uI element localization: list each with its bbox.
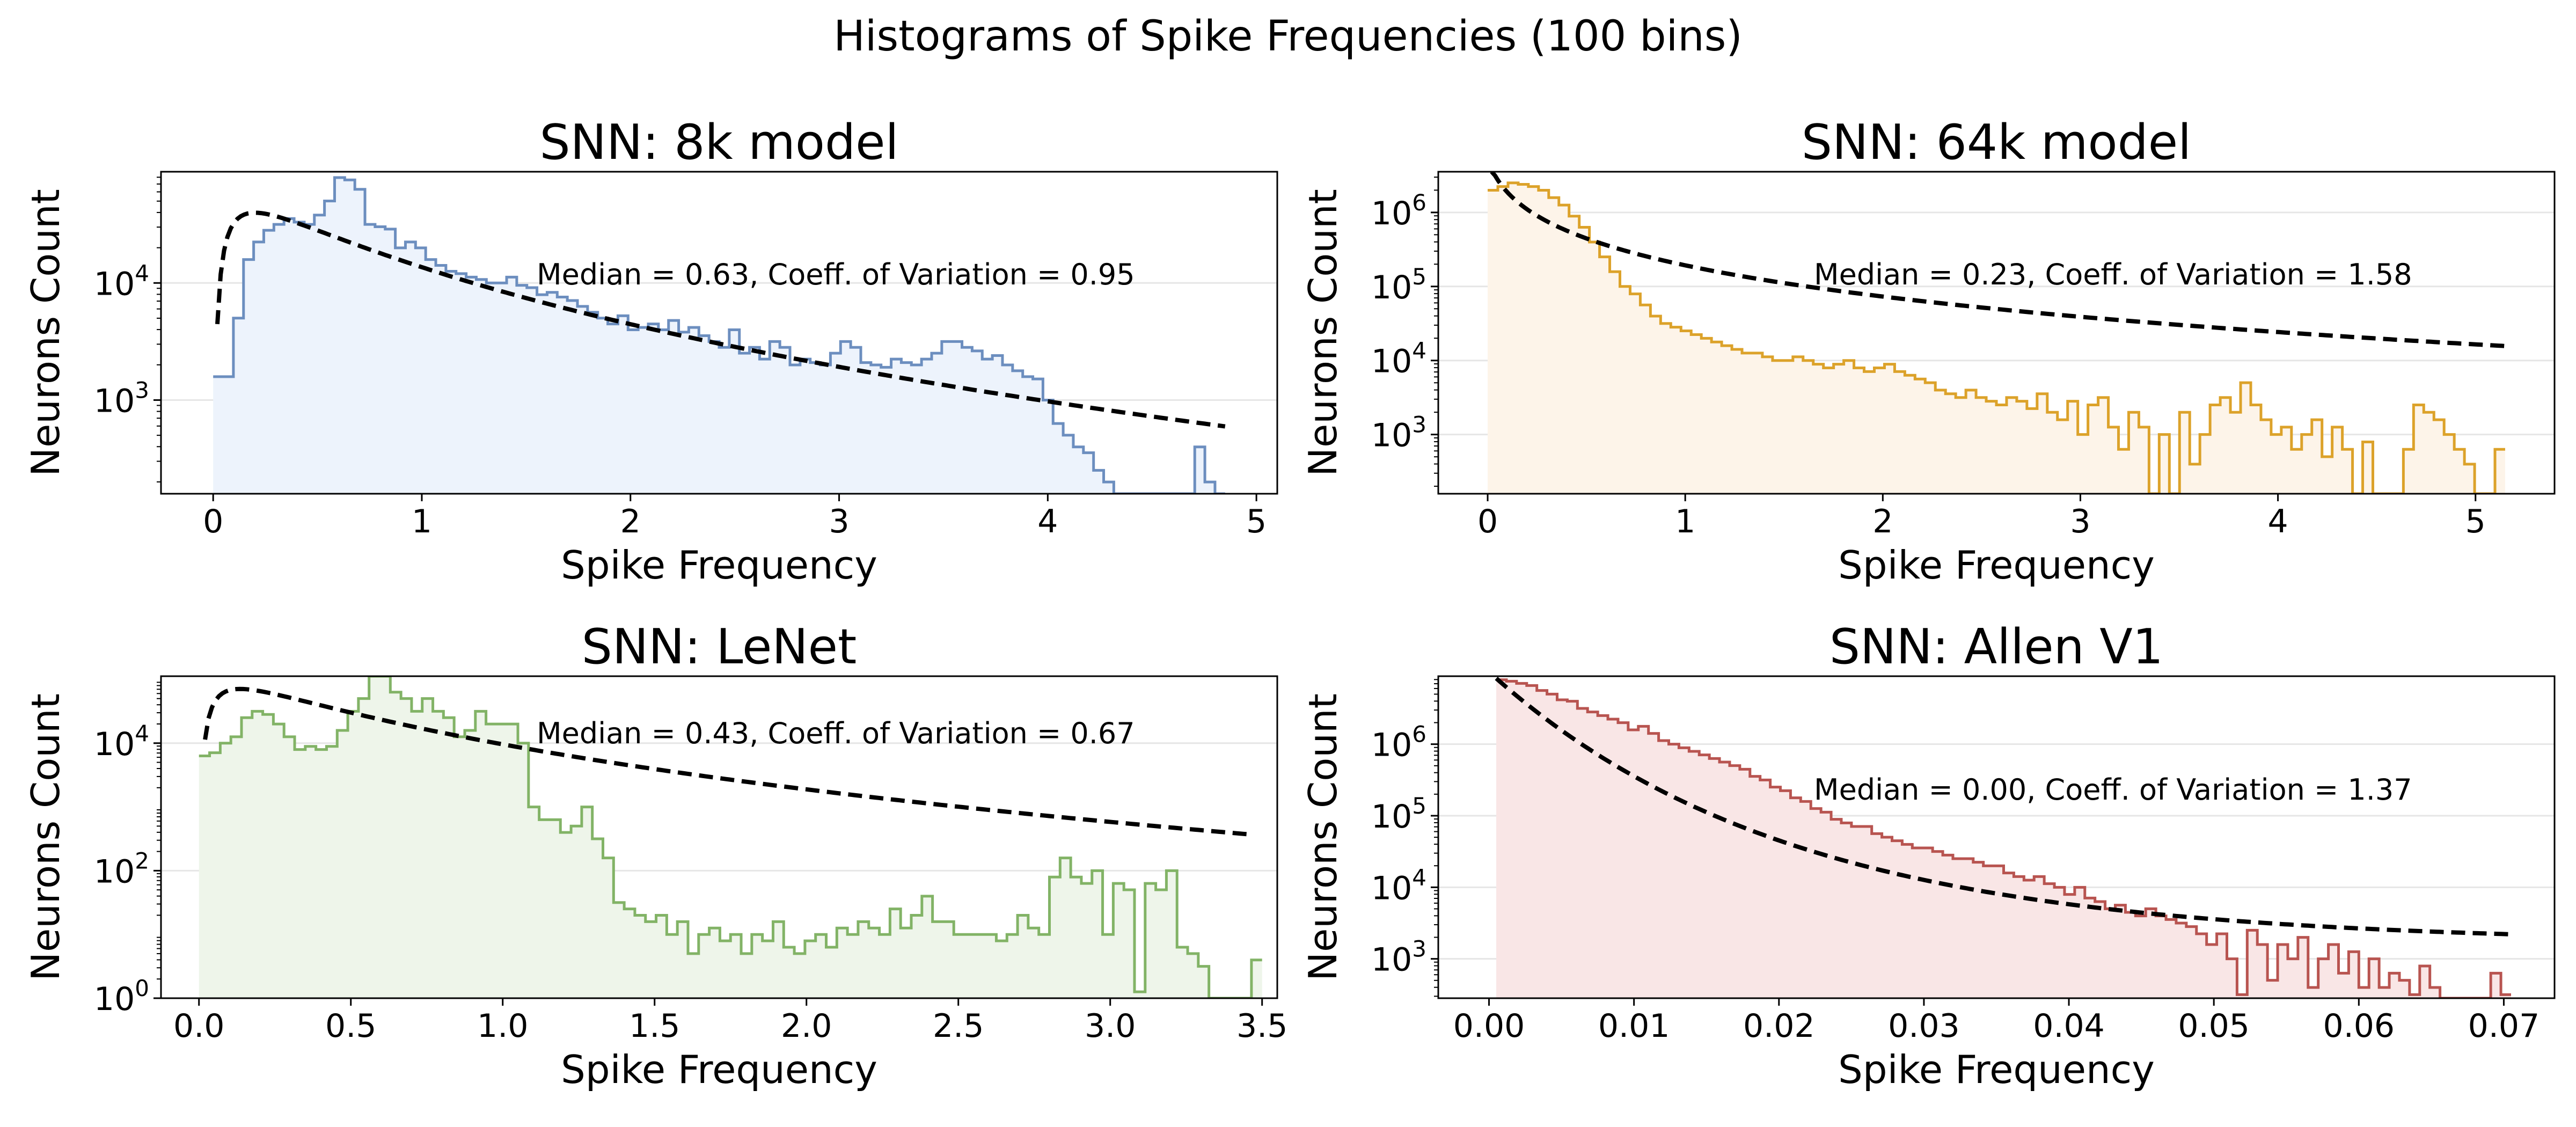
- figure-title: Histograms of Spike Frequencies (100 bin…: [833, 12, 1743, 61]
- histogram-fill: [213, 177, 1225, 494]
- x-tick-label: 0.0: [173, 1007, 224, 1045]
- x-axis-label: Spike Frequency: [1838, 1047, 2155, 1092]
- x-tick-label: 2.5: [933, 1007, 984, 1045]
- x-tick-label: 4: [2268, 503, 2288, 540]
- y-tick-label: 104: [1371, 864, 1426, 907]
- x-tick-label: 0.5: [325, 1007, 376, 1045]
- histogram-fill: [199, 676, 1262, 998]
- stats-annotation: Median = 0.43, Coeff. of Variation = 0.6…: [537, 716, 1135, 750]
- x-tick-label: 0.00: [1453, 1007, 1525, 1045]
- y-tick-label: 106: [1371, 721, 1426, 764]
- x-tick-label: 4: [1037, 503, 1058, 540]
- y-tick-label: 100: [94, 975, 149, 1018]
- x-tick-label: 0.04: [2033, 1007, 2105, 1045]
- x-tick-label: 2: [620, 503, 641, 540]
- x-tick-label: 2.0: [781, 1007, 832, 1045]
- x-tick-label: 5: [2465, 503, 2486, 540]
- panel-title: SNN: 64k model: [1802, 114, 2191, 171]
- x-tick-label: 3: [829, 503, 849, 540]
- x-tick-label: 0.03: [1888, 1007, 1960, 1045]
- panel-lenet: 0.0 0.5 1.0 1.5 2.0 2.5 3.0 3.5 100 102 104 SNN: Le…: [23, 619, 1287, 1092]
- fit-curve: [203, 686, 1247, 837]
- y-tick-label: 104: [94, 720, 149, 763]
- y-tick-label: 103: [1371, 412, 1426, 455]
- histogram-fill: [1496, 679, 2511, 998]
- x-tick-label: 0.05: [2178, 1007, 2250, 1045]
- axes-frame: [160, 675, 1278, 999]
- y-axis-label: Neurons Count: [23, 693, 68, 981]
- x-tick-label: 0: [203, 503, 223, 540]
- axes-frame: [1437, 171, 2556, 495]
- y-axis-label: Neurons Count: [23, 189, 68, 477]
- x-axis-label: Spike Frequency: [561, 1047, 877, 1092]
- x-tick-label: 2: [1872, 503, 1893, 540]
- x-tick-label: 1.5: [629, 1007, 680, 1045]
- x-tick-label: 0.02: [1743, 1007, 1815, 1045]
- x-tick-label: 5: [1246, 503, 1267, 540]
- histogram-bars: [199, 676, 1262, 998]
- y-tick-label: 105: [1371, 264, 1426, 306]
- x-tick-label: 0.07: [2468, 1007, 2540, 1045]
- y-tick-label: 102: [94, 847, 149, 890]
- x-tick-label: 3.0: [1085, 1007, 1136, 1045]
- x-tick-label: 1: [1675, 503, 1695, 540]
- y-axis-label: Neurons Count: [1300, 189, 1345, 477]
- panel-title: SNN: 8k model: [540, 114, 899, 171]
- histogram-bars: [1488, 181, 2505, 494]
- panel-64k-model: 0 1 2 3 4 5 103 104 105 106 SNN: 64k model Spike Fr…: [1300, 114, 2556, 588]
- x-axis-label: Spike Frequency: [1838, 543, 2155, 588]
- fit-curve: [1490, 172, 2506, 348]
- x-axis-label: Spike Frequency: [561, 543, 877, 588]
- fit-curve: [215, 210, 1226, 429]
- panel-8k-model: 0 1 2 3 4 5 103 104 SNN: 8k model Spike Frequency…: [23, 114, 1278, 588]
- y-tick-label: 104: [94, 260, 149, 303]
- histogram-fill: [1488, 182, 2505, 494]
- histogram-bars: [213, 176, 1225, 494]
- panel-title: SNN: LeNet: [582, 619, 857, 675]
- x-tick-label: 3: [2070, 503, 2090, 540]
- y-tick-label: 106: [1371, 189, 1426, 232]
- x-tick-label: 0: [1477, 503, 1498, 540]
- stats-annotation: Median = 0.23, Coeff. of Variation = 1.5…: [1814, 258, 2412, 291]
- x-tick-label: 0.06: [2323, 1007, 2395, 1045]
- histogram-bars: [1496, 678, 2511, 998]
- x-tick-label: 1.0: [477, 1007, 528, 1045]
- y-tick-label: 104: [1371, 338, 1426, 380]
- axes-frame: [160, 171, 1278, 495]
- y-tick-label: 103: [1371, 936, 1426, 979]
- panel-allen-v1: 0.00 0.01 0.02 0.03 0.04 0.05 0.06 0.07 103 104 10…: [1300, 619, 2556, 1092]
- panel-title: SNN: Allen V1: [1829, 619, 2163, 675]
- y-tick-label: 105: [1371, 793, 1426, 836]
- y-tick-label: 103: [94, 377, 149, 420]
- y-axis-label: Neurons Count: [1300, 693, 1345, 981]
- stats-annotation: Median = 0.00, Coeff. of Variation = 1.3…: [1814, 773, 2412, 807]
- x-tick-label: 0.01: [1598, 1007, 1670, 1045]
- fit-curve: [1495, 677, 2512, 936]
- x-tick-label: 3.5: [1236, 1007, 1287, 1045]
- stats-annotation: Median = 0.63, Coeff. of Variation = 0.9…: [537, 258, 1135, 291]
- x-tick-label: 1: [412, 503, 432, 540]
